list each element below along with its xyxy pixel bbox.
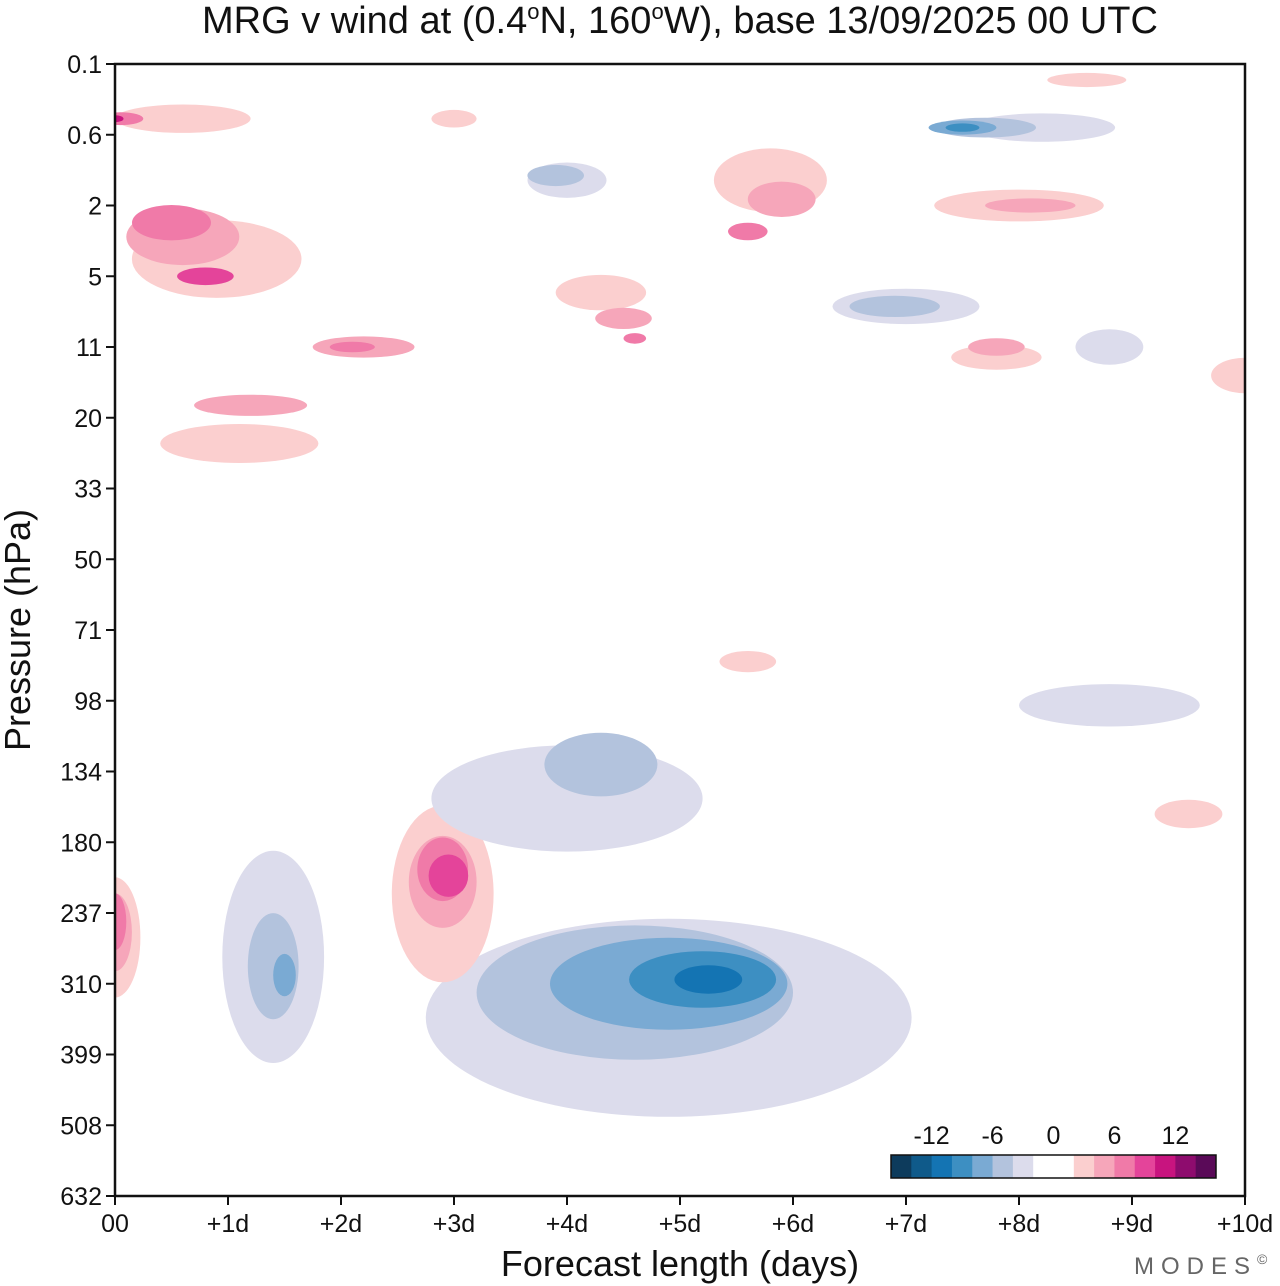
contour-pos-level-1 <box>1154 799 1223 829</box>
contour-pos-level-1 <box>115 104 251 133</box>
chart-title: MRG v wind at (0.4oN, 160oW), base 13/09… <box>202 0 1158 42</box>
x-tick-label: +6d <box>772 1210 814 1238</box>
contour-neg-level-5 <box>674 965 743 994</box>
colorbar-swatch <box>1053 1155 1075 1178</box>
x-tick-label: 00 <box>101 1210 129 1238</box>
contour-neg-level-1 <box>1075 329 1144 365</box>
colorbar-swatch <box>1175 1155 1197 1178</box>
y-axis: 0.1 0.6 2 5 11 20 33 50 71 98 134 180 237 310 399 508 63… <box>60 51 115 1211</box>
contour-pos-level-4 <box>177 267 234 286</box>
x-axis-label: Forecast length (days) <box>501 1243 859 1284</box>
y-tick-label: 180 <box>60 829 102 857</box>
y-tick-label: 310 <box>60 971 102 999</box>
contour-neg-level-2 <box>544 732 658 797</box>
y-axis-label: Pressure (hPa) <box>0 509 38 751</box>
colorbar-swatch <box>931 1155 953 1178</box>
contour-neg-level-4 <box>945 123 980 132</box>
y-tick-label: 5 <box>88 263 102 291</box>
x-tick-label: +5d <box>659 1210 701 1238</box>
colorbar-swatch <box>1033 1155 1054 1178</box>
contour-pos-level-2 <box>194 394 308 416</box>
colorbar-swatch <box>951 1155 973 1178</box>
colorbar-tick-label: 12 <box>1161 1122 1189 1150</box>
contour-fill-layer <box>115 72 1245 1117</box>
x-tick-label: +8d <box>998 1210 1040 1238</box>
colorbar-swatch <box>992 1155 1014 1178</box>
y-tick-label: 98 <box>74 688 102 716</box>
colorbar-tick-label: 6 <box>1107 1122 1121 1150</box>
contour-pos-level-1 <box>719 651 777 673</box>
contour-pos-level-1 <box>1211 357 1245 394</box>
colorbar-swatch <box>972 1155 993 1178</box>
colorbar-tick-label: 0 <box>1047 1122 1061 1150</box>
colorbar-swatch <box>911 1155 933 1178</box>
contour-pos-level-3 <box>115 893 127 950</box>
x-tick-label: +2d <box>320 1210 362 1238</box>
y-tick-label: 0.1 <box>67 51 102 79</box>
contour-pos-level-2 <box>968 338 1025 356</box>
colorbar-tick-label: -6 <box>981 1122 1003 1150</box>
contour-pos-level-3 <box>132 205 211 241</box>
y-tick-label: 237 <box>60 900 102 928</box>
contour-pos-level-4 <box>428 854 469 897</box>
x-tick-label: +1d <box>207 1210 249 1238</box>
y-tick-label: 632 <box>60 1183 102 1211</box>
y-tick-label: 33 <box>74 476 102 504</box>
colorbar-legend: -12 -6 0 6 12 <box>890 1122 1217 1179</box>
y-tick-label: 11 <box>76 334 102 362</box>
y-tick-label: 2 <box>88 193 102 221</box>
x-tick-label: +4d <box>546 1210 588 1238</box>
contour-pos-level-1 <box>160 424 319 463</box>
contour-pos-level-3 <box>329 341 375 353</box>
colorbar-swatch <box>1073 1155 1095 1178</box>
x-tick-label: +7d <box>885 1210 927 1238</box>
x-tick-label: +9d <box>1111 1210 1153 1238</box>
x-axis: 00 +1d +2d +3d +4d +5d +6d +7d +8d +9d +10d <box>101 1196 1273 1238</box>
y-tick-label: 20 <box>74 405 102 433</box>
colorbar-swatch <box>1195 1155 1217 1178</box>
contour-pos-level-1 <box>431 109 477 128</box>
y-tick-label: 50 <box>74 546 102 574</box>
y-tick-label: 0.6 <box>67 122 102 150</box>
colorbar-frame <box>890 1154 1217 1179</box>
y-tick-label: 71 <box>74 617 102 645</box>
contour-pos-level-2 <box>747 181 816 217</box>
contour-pos-level-3 <box>115 112 144 126</box>
contour-pos-level-5 <box>115 115 124 123</box>
contour-neg-level-2 <box>849 295 940 317</box>
contour-neg-level-2 <box>527 164 584 187</box>
y-tick-label: 134 <box>60 759 102 787</box>
contour-pos-level-2 <box>985 198 1076 213</box>
modes-brand: MODES© <box>1134 1251 1268 1280</box>
plot-area <box>115 64 1245 1196</box>
colorbar-swatch <box>1155 1155 1176 1178</box>
colorbar-swatch <box>1094 1155 1115 1178</box>
x-tick-label: +3d <box>433 1210 475 1238</box>
y-tick-label: 508 <box>60 1112 102 1140</box>
colorbar-swatch <box>891 1155 912 1178</box>
contour-pos-level-1 <box>555 274 647 311</box>
colorbar-swatch <box>1114 1155 1136 1178</box>
y-tick-label: 399 <box>60 1042 102 1070</box>
contour-pos-level-2 <box>595 307 652 329</box>
contour-pos-level-3 <box>728 222 768 241</box>
x-tick-label: +10d <box>1217 1210 1273 1238</box>
colorbar-swatch <box>1012 1155 1034 1178</box>
colorbar-swatch <box>1134 1155 1156 1178</box>
contour-neg-level-1 <box>1019 684 1200 727</box>
contour-pos-level-3 <box>623 333 647 344</box>
contour-neg-level-3 <box>273 953 296 997</box>
colorbar-tick-label: -12 <box>914 1122 950 1150</box>
contour-pos-level-1 <box>1047 72 1127 88</box>
